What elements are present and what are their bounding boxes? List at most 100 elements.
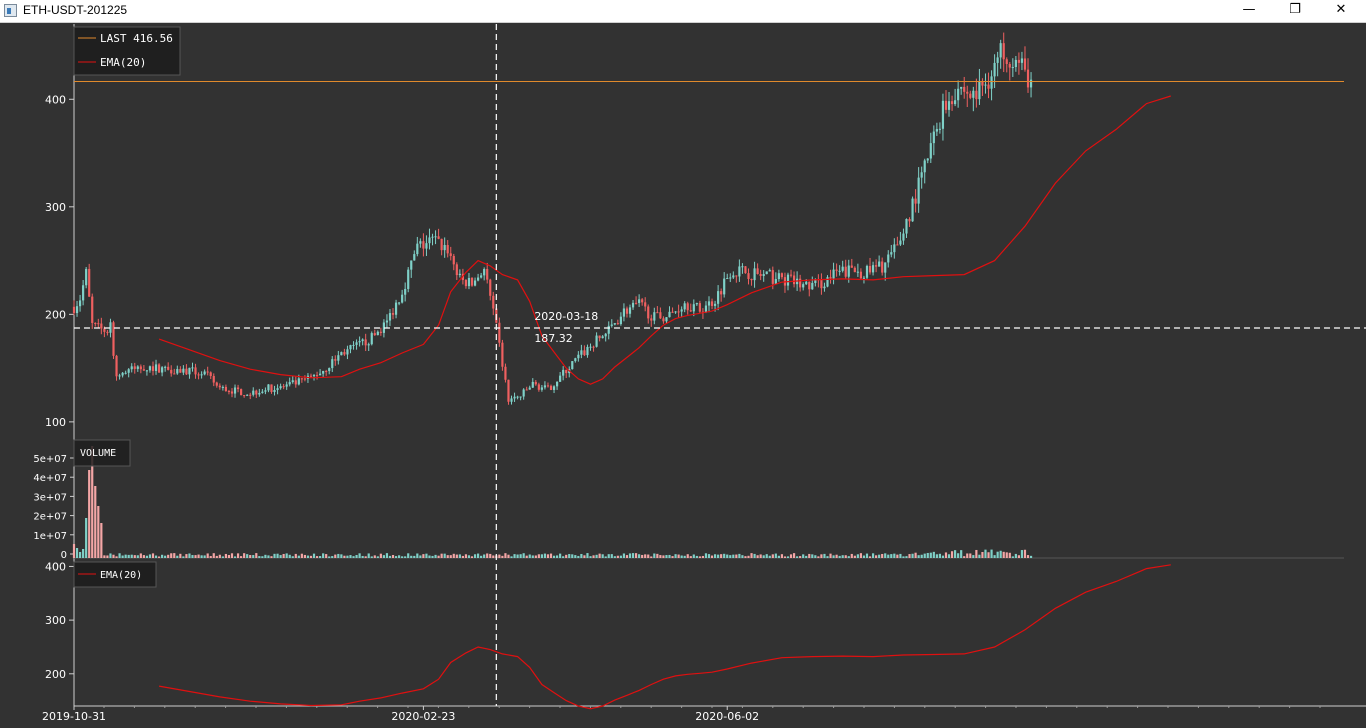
candle-body — [437, 236, 440, 239]
candle-body — [540, 387, 543, 390]
minimize-button[interactable]: — — [1242, 2, 1256, 17]
volume-bar — [419, 555, 422, 558]
price-tick-label: 200 — [45, 308, 66, 321]
volume-bar — [865, 553, 869, 558]
volume-bar — [227, 554, 231, 558]
volume-bar — [534, 555, 537, 558]
candle-body — [993, 62, 996, 77]
chart-canvas[interactable]: 10020030040001e+072e+073e+074e+075e+0720… — [0, 23, 1366, 728]
candle-body — [352, 344, 355, 346]
volume-bar — [179, 553, 182, 558]
volume-bar — [747, 555, 750, 558]
candle-body — [896, 244, 899, 246]
candle-body — [580, 350, 583, 355]
candle-body — [483, 269, 486, 276]
volume-bar — [884, 553, 887, 558]
candle-body — [106, 331, 109, 333]
volume-bar — [531, 555, 534, 558]
candle-body — [631, 302, 635, 308]
volume-bar — [902, 556, 905, 558]
volume-bar — [322, 553, 325, 558]
volume-bar — [476, 553, 480, 558]
candle-body — [844, 266, 847, 277]
legend-last-label: LAST 416.56 — [100, 32, 173, 45]
candle-body — [610, 324, 613, 326]
axes: 10020030040001e+072e+073e+074e+075e+0720… — [33, 24, 1366, 723]
volume-bar — [835, 554, 838, 558]
volume-bar — [133, 555, 136, 558]
maximize-button[interactable]: ❐ — [1289, 2, 1301, 17]
volume-bar — [285, 553, 288, 558]
candle-body — [340, 352, 343, 356]
candle-body — [908, 219, 911, 222]
candle-body — [376, 331, 379, 336]
volume-bar — [258, 556, 261, 558]
volume-bar — [346, 555, 349, 558]
volume-bar — [461, 555, 464, 558]
volume-bar — [625, 555, 629, 558]
candle-body — [771, 270, 774, 284]
candle-body — [82, 285, 85, 301]
candle-body — [929, 143, 932, 159]
candle-body — [464, 279, 468, 287]
volume-bar — [337, 553, 340, 558]
volume-bar — [124, 554, 127, 558]
candle-body — [653, 312, 656, 321]
volume-bar — [215, 555, 218, 558]
candle-body — [805, 281, 808, 285]
volume-bar — [1002, 551, 1005, 558]
volume-bar — [811, 554, 814, 558]
candle-body — [552, 386, 556, 390]
candle-body — [410, 260, 413, 270]
volume-bar — [470, 556, 474, 558]
candle-body — [255, 390, 258, 395]
volume-bar — [282, 553, 285, 558]
volume-bar — [680, 555, 683, 558]
volume-bar — [151, 553, 155, 558]
candle-body — [425, 243, 428, 249]
volume-bar — [312, 553, 316, 558]
volume-bar — [364, 556, 367, 558]
candle-body — [419, 241, 422, 244]
candle-body — [978, 81, 981, 100]
volume-bar — [613, 556, 616, 558]
volume-bar — [473, 554, 477, 558]
candle-body — [240, 389, 243, 396]
volume-bar — [990, 549, 993, 558]
candle-body — [562, 369, 565, 376]
candle-body — [695, 303, 698, 305]
candle-body — [355, 342, 358, 345]
ema-line-ema-panel — [158, 564, 1171, 710]
candle-body — [328, 368, 331, 372]
candle-body — [297, 378, 300, 385]
volume-bar — [571, 554, 574, 558]
volume-bar — [240, 556, 243, 558]
candle-body — [777, 273, 780, 280]
volume-bar — [935, 554, 938, 558]
candle-body — [768, 270, 771, 272]
volume-bar — [185, 554, 188, 558]
candle-body — [935, 129, 938, 132]
candle-body — [789, 274, 793, 276]
volume-bar — [893, 553, 896, 558]
volume-bar — [82, 549, 85, 558]
candle-body — [975, 90, 978, 100]
close-button[interactable]: ✕ — [1335, 2, 1347, 17]
volume-bar — [871, 553, 875, 558]
volume-bar — [352, 556, 355, 558]
volume-bar — [999, 550, 1002, 558]
candle-body — [288, 382, 291, 385]
candle-body — [686, 303, 689, 311]
volume-bar — [188, 553, 191, 558]
volume-bar — [878, 554, 881, 558]
candle-body — [887, 254, 890, 263]
candle-body — [963, 86, 966, 92]
candle-body — [641, 299, 644, 303]
volume-bar — [394, 556, 398, 558]
candle-body — [154, 364, 158, 371]
volume-bar — [358, 553, 361, 558]
candle-body — [452, 255, 455, 265]
candle-body — [331, 359, 334, 369]
legends: LAST 416.56 EMA(20) VOLUME EMA(20) — [73, 26, 181, 588]
candle-body — [571, 361, 574, 370]
